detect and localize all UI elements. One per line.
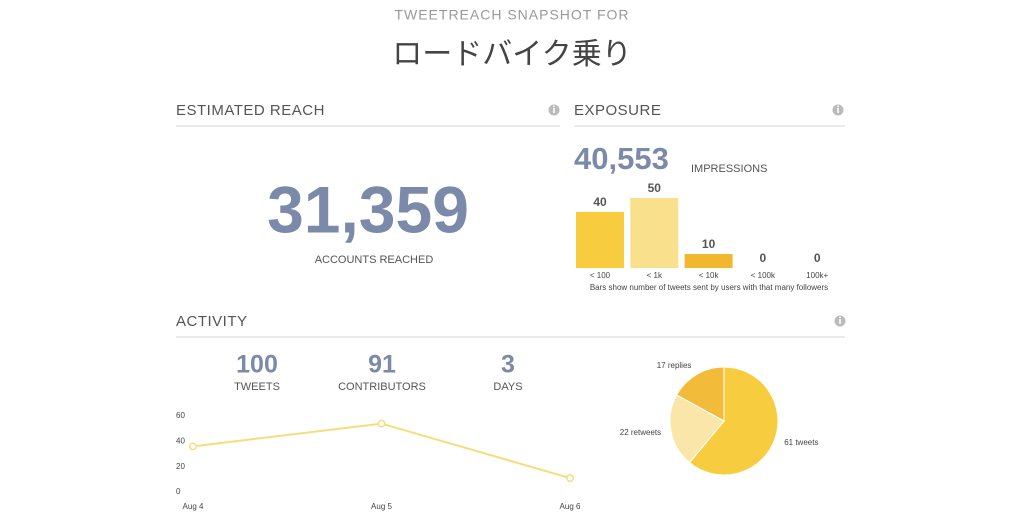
- stat-label: DAYS: [493, 381, 522, 393]
- y-tick-label: 20: [176, 462, 185, 471]
- stat-label: CONTRIBUTORS: [338, 381, 426, 393]
- bar: [630, 198, 679, 268]
- bar: [684, 254, 733, 268]
- caption: Bars show number of tweets sent by users…: [590, 283, 828, 292]
- reach-label: ACCOUNTS REACHED: [315, 254, 434, 266]
- x-tick-label: Aug 4: [183, 502, 204, 511]
- point: [377, 419, 386, 428]
- section-heading: ACTIVITY: [176, 313, 248, 330]
- section-heading: EXPOSURE: [574, 102, 661, 119]
- value-label: 40: [593, 195, 607, 209]
- x-tick-label: < 10k: [699, 271, 720, 280]
- stat-label: TWEETS: [234, 381, 280, 393]
- impressions-label: IMPRESSIONS: [691, 163, 767, 175]
- reach-value: 31,359: [267, 172, 469, 246]
- value-label: 50: [648, 181, 662, 195]
- slice-label: 61 tweets: [784, 438, 818, 447]
- info-icon[interactable]: [834, 315, 846, 327]
- value-label: 0: [760, 251, 767, 265]
- slice-label: 17 replies: [657, 361, 692, 370]
- impressions-value: 40,553: [574, 141, 669, 176]
- info-icon[interactable]: [832, 104, 844, 116]
- pie-slice: [675, 366, 725, 422]
- value-label: 10: [702, 237, 716, 251]
- line: [192, 422, 571, 480]
- x-tick-label: Aug 6: [560, 502, 581, 511]
- slice-label: 22 retweets: [620, 428, 661, 437]
- point: [189, 442, 197, 451]
- title: ロードバイク乗り: [392, 38, 631, 71]
- stat-value: 100: [236, 351, 278, 379]
- x-tick-label: Aug 5: [371, 502, 392, 511]
- stat-value: 3: [501, 351, 515, 379]
- x-tick-label: < 100k: [751, 271, 776, 280]
- y-tick-label: 40: [176, 436, 185, 445]
- section-heading: ESTIMATED REACH: [176, 102, 325, 119]
- pie-slice: [669, 394, 725, 464]
- y-tick-label: 0: [176, 487, 181, 496]
- x-tick-label: 100k+: [806, 271, 828, 280]
- value-label: 0: [814, 251, 821, 265]
- info-icon[interactable]: [548, 104, 560, 116]
- y-tick-label: 60: [176, 411, 185, 420]
- bar: [576, 212, 624, 268]
- stat-value: 91: [368, 351, 396, 379]
- subtitle: TWEETREACH SNAPSHOT FOR: [394, 7, 629, 23]
- x-tick-label: < 1k: [647, 271, 663, 280]
- point: [566, 474, 574, 483]
- x-tick-label: < 100: [590, 271, 611, 280]
- pie-slice: [688, 366, 779, 476]
